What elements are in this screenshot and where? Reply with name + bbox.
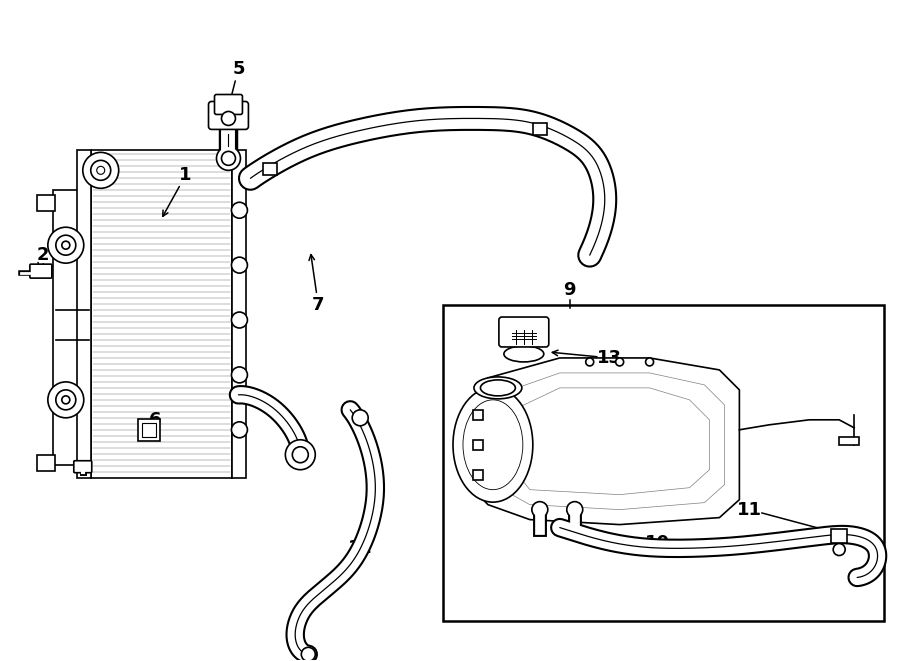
Text: 6: 6 [149, 411, 162, 429]
Text: 4: 4 [76, 446, 89, 464]
FancyBboxPatch shape [499, 317, 549, 347]
Ellipse shape [504, 346, 544, 362]
Circle shape [56, 235, 76, 255]
Text: 1: 1 [179, 167, 192, 184]
Ellipse shape [474, 377, 522, 399]
Bar [832, 529, 847, 543]
Bar [473, 440, 483, 449]
Bar [473, 470, 483, 480]
Text: 12: 12 [347, 539, 373, 557]
Bar [37, 455, 55, 471]
Text: 8: 8 [286, 446, 299, 464]
Bar [76, 151, 91, 478]
Text: 10: 10 [645, 533, 670, 551]
Text: 7: 7 [312, 296, 325, 314]
Circle shape [56, 390, 76, 410]
Circle shape [221, 112, 236, 126]
Circle shape [567, 502, 582, 518]
Bar [138, 419, 159, 441]
Circle shape [91, 161, 111, 180]
Circle shape [62, 241, 70, 249]
Text: 11: 11 [737, 500, 762, 519]
Bar [232, 151, 247, 478]
FancyBboxPatch shape [30, 264, 52, 278]
Circle shape [221, 151, 236, 165]
Circle shape [62, 396, 70, 404]
Polygon shape [472, 358, 740, 525]
FancyBboxPatch shape [74, 461, 92, 473]
Bar [264, 163, 277, 175]
Circle shape [231, 257, 248, 273]
Bar [53, 190, 89, 465]
Circle shape [616, 358, 624, 366]
Text: 9: 9 [563, 281, 576, 299]
FancyBboxPatch shape [209, 102, 248, 130]
Circle shape [586, 358, 594, 366]
Bar [443, 305, 884, 621]
Circle shape [292, 447, 309, 463]
Circle shape [48, 382, 84, 418]
Ellipse shape [481, 380, 516, 396]
Circle shape [302, 647, 315, 661]
Circle shape [231, 367, 248, 383]
Bar [141, 423, 156, 437]
Bar [37, 195, 55, 212]
Circle shape [83, 153, 119, 188]
Circle shape [285, 440, 315, 470]
Bar [91, 151, 232, 478]
Text: 13: 13 [598, 349, 622, 367]
Bar [533, 124, 547, 136]
Text: 3: 3 [82, 155, 94, 173]
Circle shape [231, 422, 248, 438]
Circle shape [645, 358, 653, 366]
Circle shape [231, 202, 248, 218]
Circle shape [532, 502, 548, 518]
FancyBboxPatch shape [214, 95, 242, 114]
Text: 5: 5 [232, 59, 245, 77]
Circle shape [352, 410, 368, 426]
Circle shape [833, 543, 845, 555]
Ellipse shape [453, 387, 533, 502]
Bar [473, 410, 483, 420]
Circle shape [231, 312, 248, 328]
Bar [839, 437, 860, 445]
Circle shape [48, 227, 84, 263]
Text: 2: 2 [37, 246, 50, 264]
Circle shape [217, 146, 240, 171]
